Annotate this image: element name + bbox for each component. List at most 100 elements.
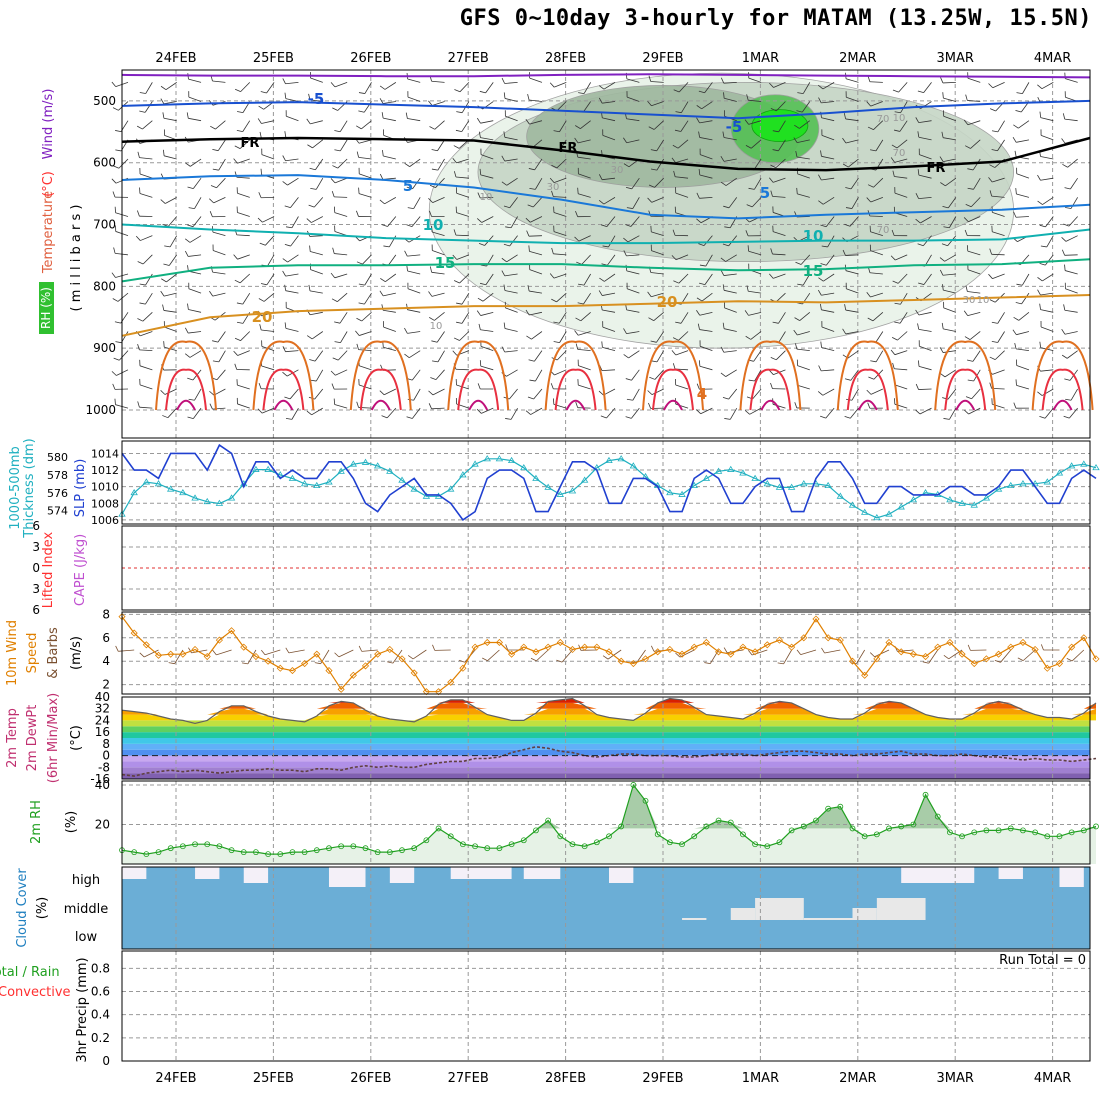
wind-barb xyxy=(1063,223,1070,227)
wind-barb xyxy=(775,350,786,361)
wind-barb xyxy=(476,218,482,223)
wind-barb xyxy=(476,408,482,414)
wind-barb xyxy=(967,379,974,382)
wind-barb xyxy=(582,101,591,113)
wind-barb xyxy=(919,407,932,415)
wind-barb xyxy=(918,360,920,367)
wind-barb xyxy=(404,162,410,167)
thickness-marker xyxy=(142,478,151,485)
wind-barb xyxy=(1012,137,1017,143)
rh2m-marker xyxy=(508,841,515,848)
wind-barb xyxy=(431,231,445,237)
wind-barb xyxy=(818,277,824,282)
wind-barb xyxy=(991,195,1005,198)
thickness-marker xyxy=(373,462,382,469)
wind-barb xyxy=(992,231,1005,237)
wind-barb xyxy=(850,369,859,381)
wind-barb xyxy=(821,135,835,141)
wind-barb xyxy=(435,177,445,188)
wind-barb xyxy=(775,292,786,303)
wind-barb xyxy=(260,168,262,175)
wind-barb xyxy=(382,309,396,313)
wind-barb xyxy=(387,254,397,266)
wind-speed-marker xyxy=(751,648,759,656)
wind-barb xyxy=(209,211,213,217)
wind-barb xyxy=(234,145,241,149)
wind-barb xyxy=(240,82,251,92)
wind-barb xyxy=(1013,124,1019,129)
rh2m-marker xyxy=(228,847,235,854)
wind-barb xyxy=(894,350,908,356)
wind-barb xyxy=(188,288,202,294)
wind-barb xyxy=(647,100,652,107)
wind-barb xyxy=(724,97,737,102)
wind-barb xyxy=(310,251,323,256)
wind-barb xyxy=(239,139,251,149)
wind-barb xyxy=(992,177,1005,183)
wind-barb xyxy=(528,245,530,252)
wind-barb xyxy=(671,157,676,163)
wind-barb xyxy=(699,137,713,141)
wind-barb xyxy=(501,181,507,186)
wind-barb xyxy=(583,273,591,286)
wind-barb xyxy=(456,321,463,324)
wind-barb xyxy=(943,226,950,229)
wind-barb xyxy=(602,292,616,296)
rh2m-marker xyxy=(581,843,588,850)
wind-barb xyxy=(653,312,664,321)
wind-barb xyxy=(625,378,632,381)
wind-barb xyxy=(898,82,908,93)
wind-barb xyxy=(217,331,226,343)
wind-barb xyxy=(456,212,470,217)
wind-barb xyxy=(194,197,202,209)
thickness-marker xyxy=(885,510,893,517)
wind-barb xyxy=(773,81,786,88)
pressure-tick-label: 600 xyxy=(93,156,116,170)
wind-barb xyxy=(1039,303,1041,310)
wind-barb xyxy=(656,139,665,152)
wind-barb xyxy=(850,407,859,419)
isotherm-label: 5 xyxy=(760,184,770,202)
wind-barb xyxy=(867,126,874,131)
wind-barb xyxy=(218,158,226,171)
wind-barb xyxy=(648,75,652,82)
rh2m-marker xyxy=(630,782,637,788)
wind-barb xyxy=(601,341,603,348)
wind-barb xyxy=(915,117,920,123)
date-label-top: 25FEB xyxy=(253,51,294,66)
isotherm--10 xyxy=(121,73,1091,79)
wind-barb xyxy=(334,404,348,409)
wind-barb xyxy=(651,196,664,203)
wind-barb xyxy=(625,224,632,227)
wind-speed-marker xyxy=(861,671,869,679)
wind-barb xyxy=(306,118,311,125)
wind-barb xyxy=(431,292,445,297)
wind-barb xyxy=(291,407,299,420)
wind-barb xyxy=(165,82,177,91)
wind-barb xyxy=(526,230,530,237)
wind-barb xyxy=(654,369,664,380)
wind-barb xyxy=(578,92,585,94)
run-total-label: Run Total = 0 xyxy=(999,953,1086,968)
wind-barb xyxy=(528,235,542,237)
wind-barb xyxy=(989,299,996,303)
wind-barb xyxy=(287,177,299,186)
wind-barb xyxy=(892,89,899,93)
wind-barb xyxy=(501,155,506,162)
rh2m-marker xyxy=(715,817,722,824)
wind-speed-marker xyxy=(508,650,516,658)
wind-barb xyxy=(428,100,433,106)
wind-barb xyxy=(405,112,408,119)
wind-barb xyxy=(234,279,241,284)
surface-wind-barb xyxy=(288,649,305,654)
thickness-marker xyxy=(313,481,321,489)
wind-barb xyxy=(118,350,129,361)
wind-barb xyxy=(1040,135,1054,141)
surface-wind-barb xyxy=(1066,657,1073,662)
wind-barb xyxy=(407,309,421,313)
thickness-marker xyxy=(775,483,784,490)
wind-barb xyxy=(501,346,506,353)
wind-barb xyxy=(602,177,616,181)
wind-barb xyxy=(967,77,981,83)
wind-barb xyxy=(310,120,323,125)
